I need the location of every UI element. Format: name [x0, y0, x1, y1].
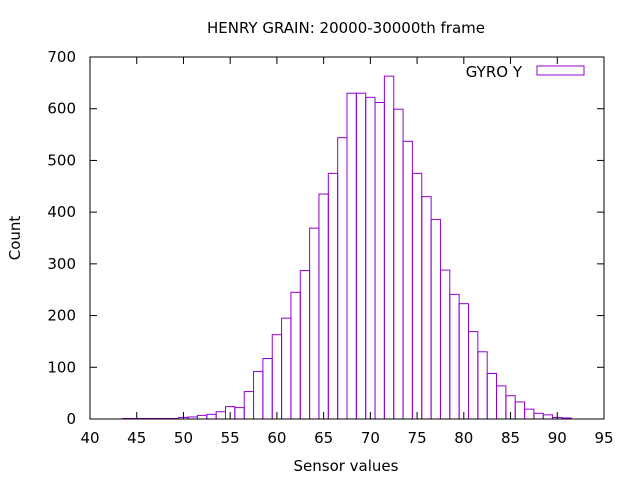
- histogram-bar: [477, 351, 488, 420]
- histogram-bar: [337, 137, 348, 420]
- histogram-bars: [122, 75, 572, 420]
- x-tick-label: 65: [314, 429, 333, 447]
- histogram-bar: [393, 108, 404, 420]
- histogram-bar: [318, 193, 329, 420]
- histogram-bar: [281, 317, 292, 420]
- histogram-bar: [421, 196, 432, 420]
- axis-ticks: 40 45 50 55 60 65 70 75 80 85 90 95 0 100 200 300 400 500…: [47, 48, 613, 447]
- x-tick-label: 50: [174, 429, 193, 447]
- x-tick-label: 85: [501, 429, 520, 447]
- y-tick-label: 700: [47, 48, 76, 66]
- y-axis-title: Count: [6, 216, 24, 261]
- histogram-bar: [243, 391, 255, 420]
- histogram-bar: [533, 412, 544, 420]
- x-tick-label: 60: [267, 429, 286, 447]
- histogram-bar: [271, 334, 283, 420]
- y-tick-label: 100: [47, 358, 76, 376]
- x-axis-title: Sensor values: [294, 457, 399, 475]
- y-tick-label: 200: [47, 307, 76, 325]
- histogram-bar: [430, 218, 441, 420]
- y-tick-label: 400: [47, 203, 76, 221]
- x-tick-label: 55: [221, 429, 240, 447]
- histogram-bar: [458, 303, 469, 420]
- chart-title: HENRY GRAIN: 20000-30000th frame: [207, 19, 485, 37]
- y-tick-label: 600: [47, 100, 76, 118]
- histogram-bar: [496, 385, 507, 420]
- y-tick-label: 0: [66, 410, 76, 428]
- histogram-bar: [449, 293, 460, 420]
- histogram-bar: [467, 331, 479, 420]
- histogram-bar: [309, 227, 320, 420]
- y-tick-label: 300: [47, 255, 76, 273]
- histogram-bar: [290, 291, 301, 420]
- x-tick-label: 90: [548, 429, 567, 447]
- histogram-bar: [253, 370, 264, 420]
- x-tick-label: 75: [408, 429, 427, 447]
- histogram-bar: [234, 407, 245, 420]
- histogram-bar: [196, 414, 208, 420]
- legend-swatch-gyro-y: [536, 65, 585, 76]
- x-tick-label: 45: [127, 429, 146, 447]
- plot-frame: [89, 56, 605, 420]
- legend-label-gyro-y: GYRO Y: [466, 63, 523, 81]
- histogram-bar: [299, 270, 311, 420]
- histogram-bar: [514, 401, 526, 420]
- histogram-bar: [346, 92, 357, 420]
- histogram-bar: [365, 96, 376, 420]
- histogram-bar: [439, 269, 451, 420]
- histogram-bar: [383, 75, 395, 420]
- histogram-bar: [411, 172, 423, 420]
- y-tick-label: 500: [47, 151, 76, 169]
- x-tick-label: 80: [454, 429, 473, 447]
- histogram-bar: [215, 411, 227, 420]
- x-tick-label: 40: [80, 429, 99, 447]
- histogram-bar: [374, 102, 385, 420]
- legend: GYRO Y: [466, 63, 585, 81]
- x-tick-label: 70: [361, 429, 380, 447]
- histogram-bar: [327, 172, 339, 420]
- histogram-bar: [206, 413, 217, 420]
- histogram-bar: [524, 408, 535, 420]
- histogram-bar: [262, 357, 273, 420]
- histogram-bar: [355, 92, 367, 420]
- histogram-bar: [402, 140, 413, 420]
- histogram-bar: [486, 372, 498, 420]
- histogram-bar: [542, 414, 554, 420]
- x-tick-label: 95: [594, 429, 613, 447]
